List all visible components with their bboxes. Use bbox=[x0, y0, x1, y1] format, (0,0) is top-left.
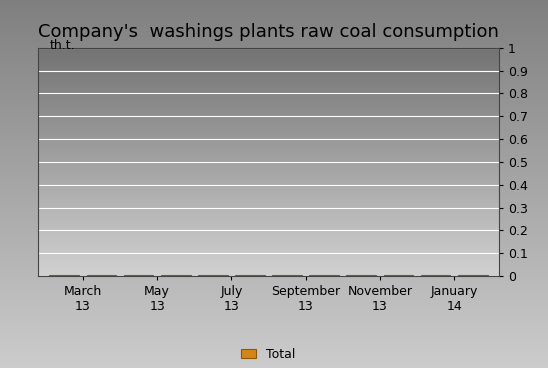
Bar bbox=[235, 275, 265, 276]
Bar bbox=[458, 275, 488, 276]
Bar bbox=[49, 275, 79, 276]
Text: th.t.: th.t. bbox=[49, 39, 75, 52]
Bar bbox=[124, 275, 153, 276]
Bar bbox=[384, 275, 413, 276]
Bar bbox=[198, 275, 227, 276]
Bar bbox=[272, 275, 302, 276]
Bar bbox=[421, 275, 450, 276]
Bar bbox=[161, 275, 191, 276]
Bar bbox=[346, 275, 376, 276]
Legend: Total: Total bbox=[236, 343, 301, 365]
Bar bbox=[310, 275, 339, 276]
Bar bbox=[87, 275, 116, 276]
Title: Company's  washings plants raw coal consumption: Company's washings plants raw coal consu… bbox=[38, 23, 499, 41]
